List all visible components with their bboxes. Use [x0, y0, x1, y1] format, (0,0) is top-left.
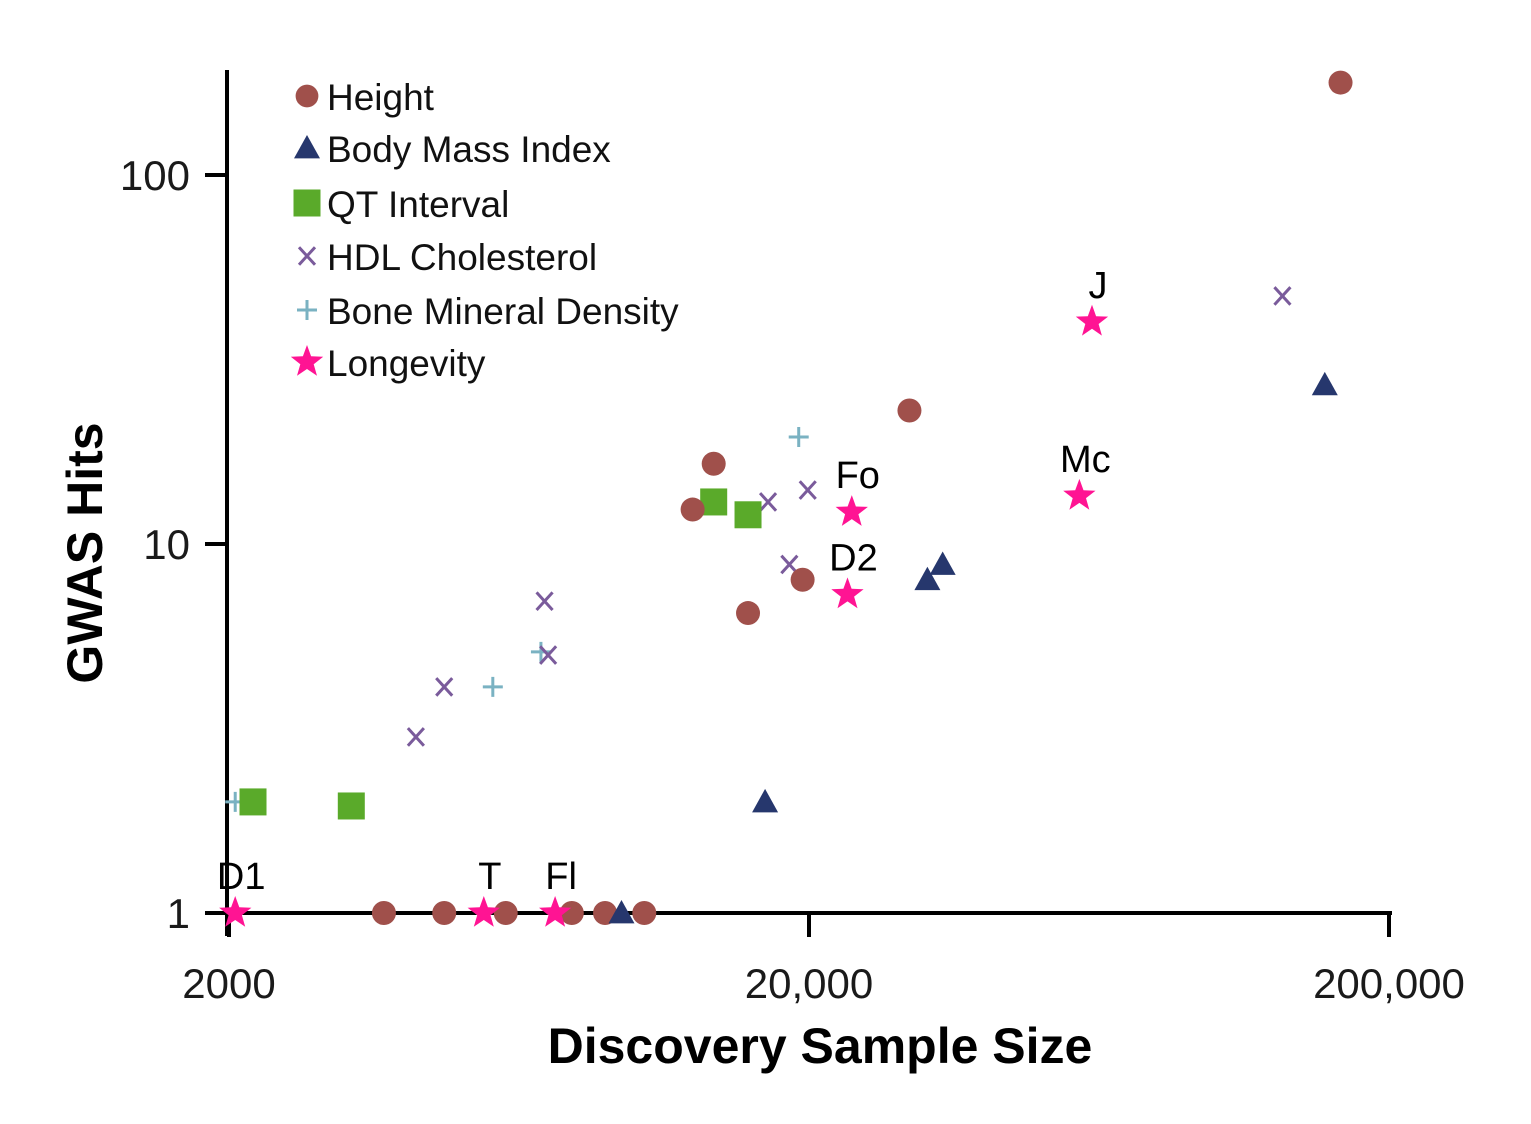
- data-point-body-mass-index: [929, 551, 956, 575]
- series-hdl-cholesterol: [406, 286, 1292, 747]
- x-axis-title: Discovery Sample Size: [548, 1018, 1093, 1074]
- legend-marker-hdl-cholesterol: [297, 246, 317, 266]
- series-body-mass-index: [608, 371, 1338, 924]
- legend-item-body-mass-index: Body Mass Index: [294, 129, 611, 170]
- data-point-hdl-cholesterol: [758, 492, 778, 512]
- legend-item-longevity: Longevity: [290, 343, 486, 384]
- data-point-longevity: [1075, 304, 1109, 336]
- data-point-qt-interval: [337, 792, 365, 820]
- data-point-height: [680, 497, 705, 522]
- data-point-height: [559, 901, 584, 925]
- axes: [205, 70, 1392, 936]
- x-tick-label: 2000: [182, 960, 275, 1007]
- data-point-hdl-cholesterol: [539, 645, 558, 665]
- y-tick-label: 10: [143, 521, 190, 568]
- data-point-body-mass-index: [608, 900, 635, 924]
- data-point-hdl-cholesterol: [1273, 286, 1292, 306]
- data-points: D1 T Fl D2 Fo Mc J: [217, 70, 1353, 927]
- data-point-hdl-cholesterol: [798, 480, 817, 500]
- point-label-d1: D1: [217, 856, 266, 898]
- legend-item-bone-mineral-density: Bone Mineral Density: [297, 291, 679, 332]
- point-label-j: J: [1088, 265, 1107, 307]
- legend: Height Body Mass Index QT Interval HDL Chol…: [290, 77, 679, 384]
- data-point-body-mass-index: [1311, 371, 1338, 396]
- y-tick-label: 100: [120, 152, 190, 199]
- legend-marker-bone-mineral-density: [297, 300, 317, 320]
- data-point-hdl-cholesterol: [780, 554, 799, 575]
- data-point-longevity: [831, 577, 864, 609]
- series-qt-interval: [239, 488, 762, 820]
- point-label-fo: Fo: [836, 455, 880, 497]
- legend-label: HDL Cholesterol: [327, 237, 597, 278]
- data-point-longevity: [1063, 478, 1096, 510]
- data-point-longevity: [835, 495, 868, 526]
- legend-label: Body Mass Index: [327, 129, 611, 170]
- legend-marker-height: [295, 84, 319, 108]
- data-point-bone-mineral-density: [482, 676, 503, 697]
- data-point-qt-interval: [700, 488, 728, 516]
- legend-label: QT Interval: [327, 184, 509, 225]
- data-point-height: [371, 901, 396, 925]
- data-point-bone-mineral-density: [788, 426, 809, 447]
- data-point-height: [632, 901, 657, 925]
- point-label-t: T: [478, 856, 501, 898]
- legend-item-qt-interval: QT Interval: [293, 184, 509, 225]
- series-bone-mineral-density: [225, 426, 809, 812]
- data-point-longevity: [539, 896, 572, 927]
- legend-marker-body-mass-index: [294, 135, 320, 159]
- data-point-qt-interval: [239, 788, 267, 816]
- tick-group: 2000 20,000 200,000 1 10 100: [120, 152, 1465, 1007]
- point-label-d2: D2: [829, 537, 878, 579]
- data-point-longevity: [467, 896, 500, 927]
- data-point-height: [1328, 70, 1353, 95]
- data-point-bone-mineral-density: [530, 641, 551, 662]
- legend-label: Bone Mineral Density: [327, 291, 679, 332]
- y-axis-title: GWAS Hits: [57, 422, 113, 683]
- data-point-hdl-cholesterol: [406, 727, 425, 747]
- y-tick-label: 1: [167, 890, 190, 937]
- point-label-fl: Fl: [545, 856, 577, 898]
- legend-item-hdl-cholesterol: HDL Cholesterol: [297, 237, 597, 278]
- data-point-body-mass-index: [914, 566, 941, 591]
- data-point-height: [701, 451, 726, 476]
- data-point-height: [790, 567, 815, 592]
- data-point-height: [493, 901, 518, 925]
- data-point-hdl-cholesterol: [535, 591, 554, 611]
- series-longevity: D1 T Fl D2 Fo Mc J: [217, 265, 1111, 927]
- legend-marker-qt-interval: [293, 189, 321, 217]
- legend-marker-longevity: [290, 345, 324, 376]
- data-point-body-mass-index: [752, 788, 779, 813]
- point-label-mc: Mc: [1060, 439, 1111, 481]
- x-tick-label: 200,000: [1313, 960, 1465, 1007]
- x-tick-label: 20,000: [745, 960, 873, 1007]
- legend-item-height: Height: [295, 77, 435, 118]
- data-point-longevity: [219, 896, 252, 927]
- legend-label: Height: [327, 77, 435, 118]
- series-height: [371, 70, 1353, 925]
- data-point-height: [897, 398, 922, 423]
- data-point-qt-interval: [734, 501, 762, 529]
- data-point-hdl-cholesterol: [435, 677, 454, 697]
- legend-label: Longevity: [327, 343, 486, 384]
- data-point-height: [736, 601, 761, 626]
- data-point-height: [432, 901, 457, 925]
